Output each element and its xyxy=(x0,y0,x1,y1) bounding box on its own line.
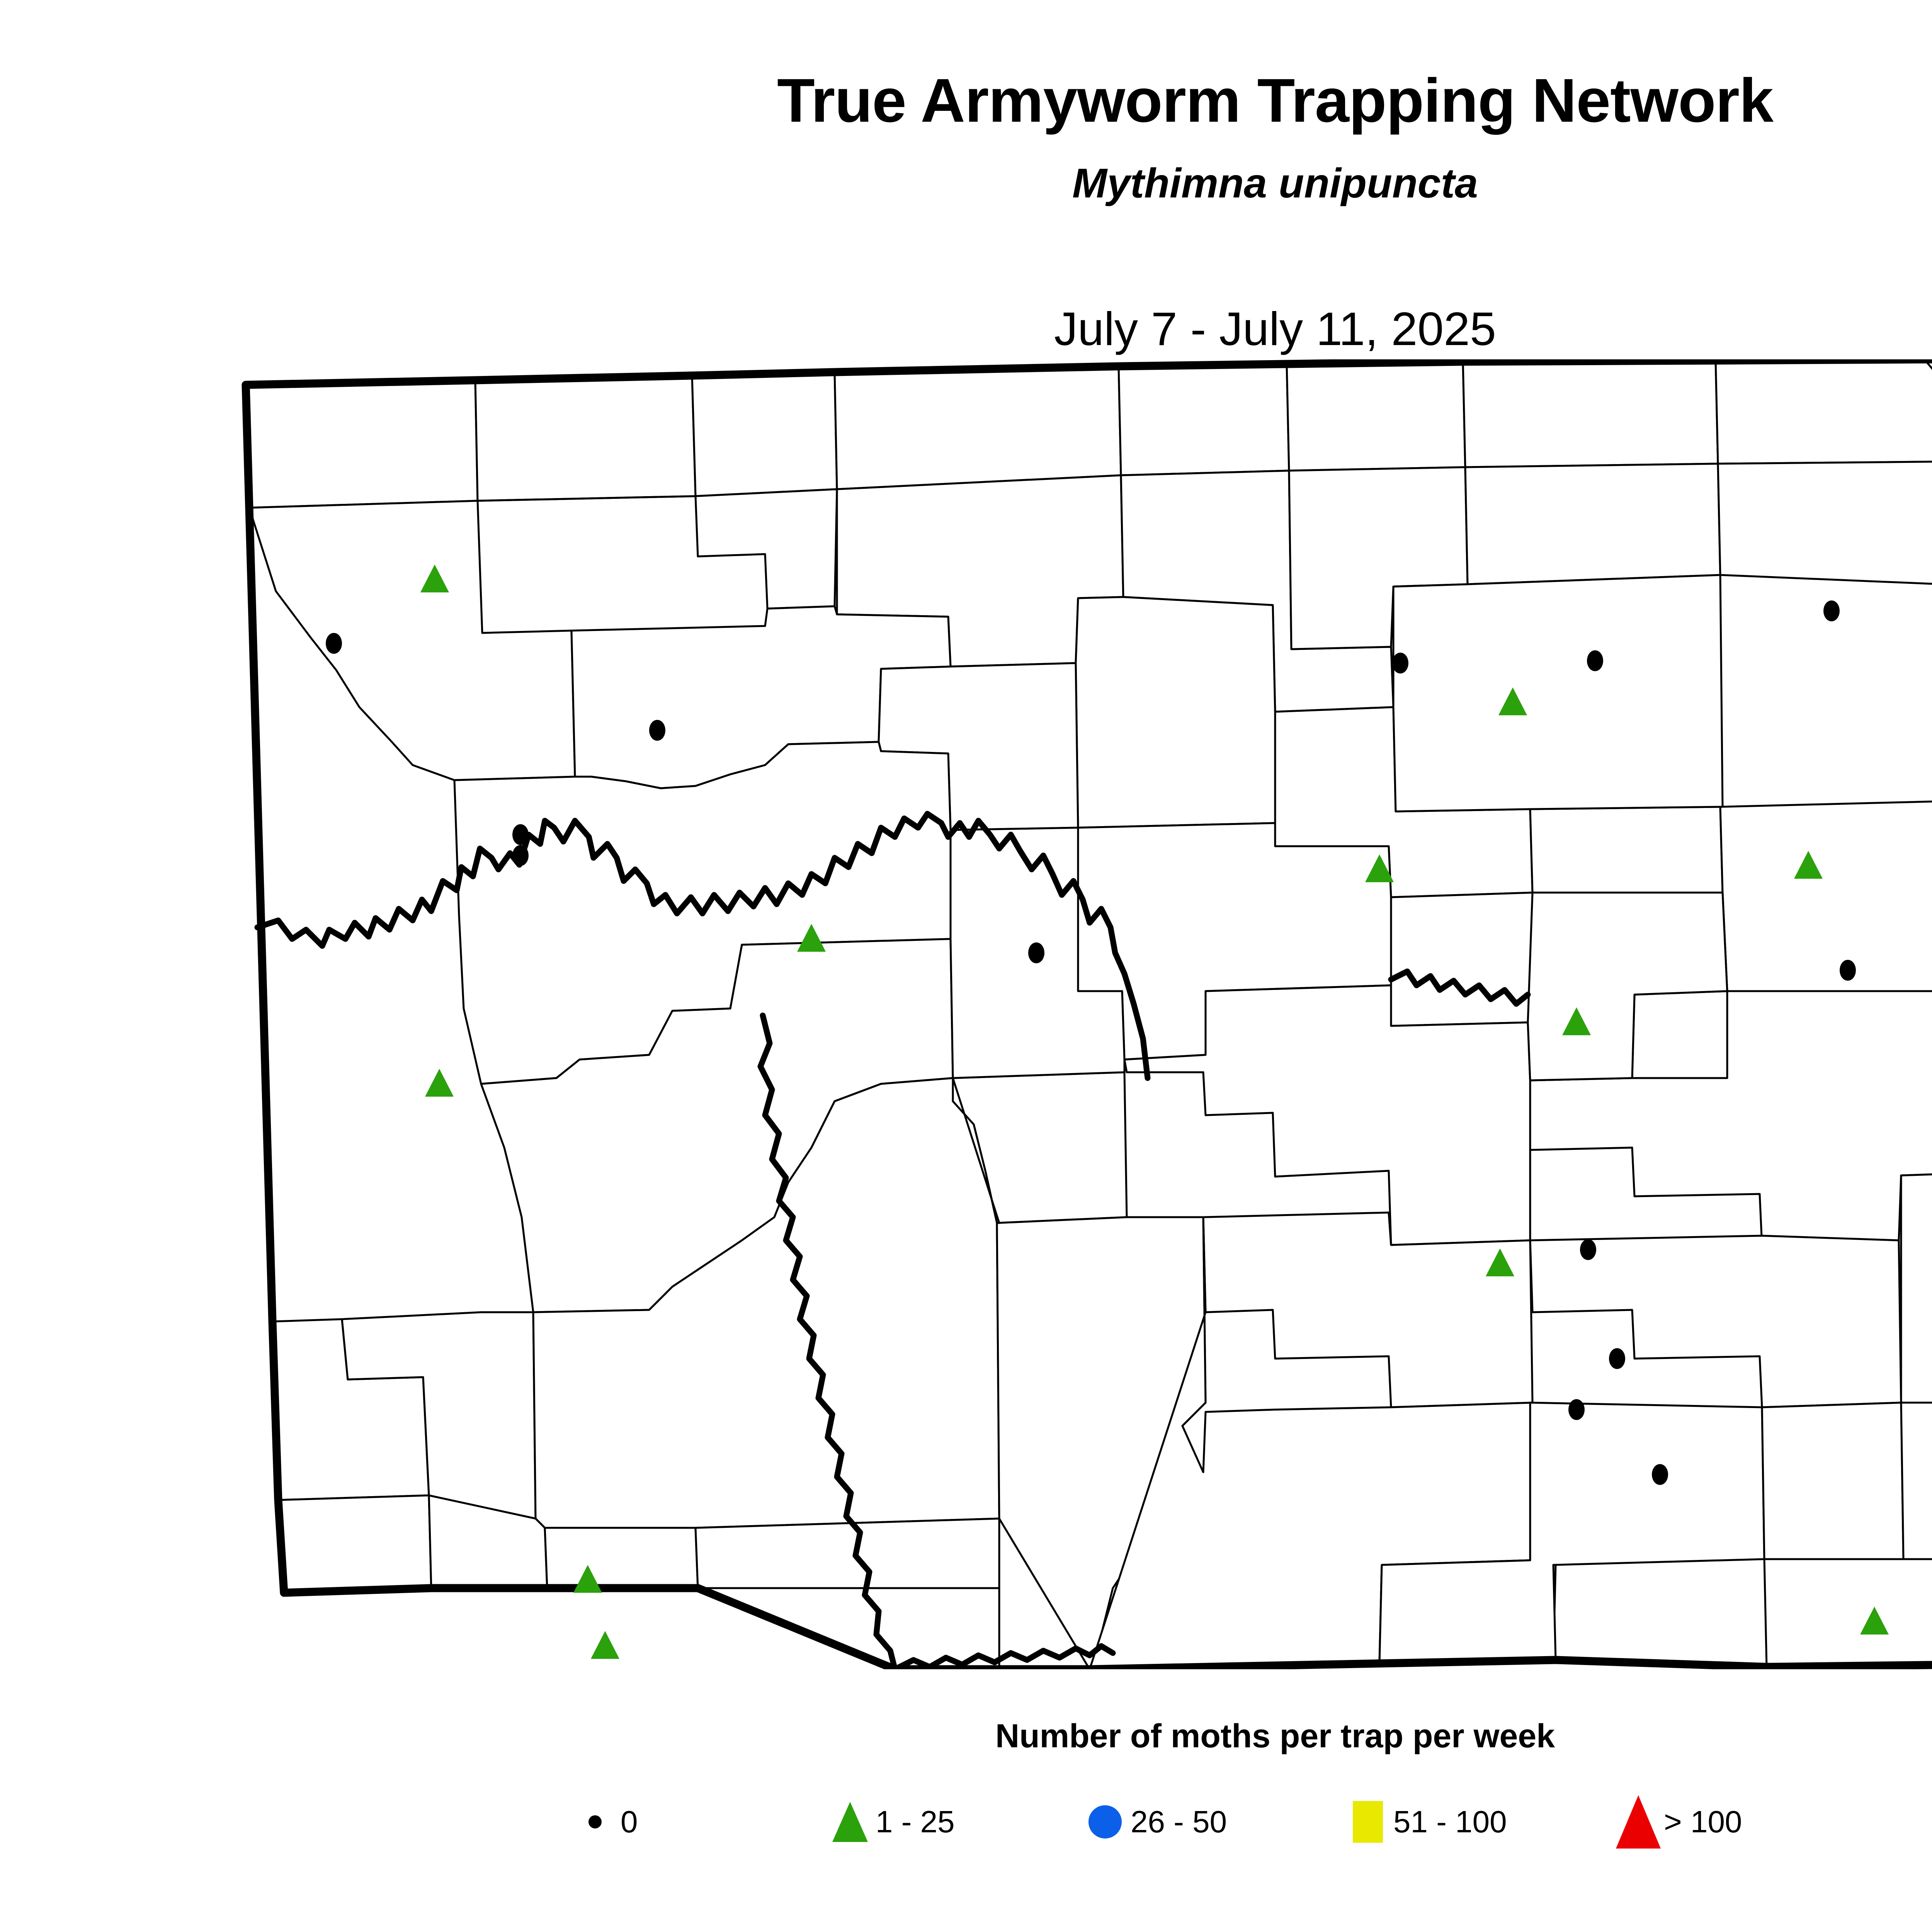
county-emmons-n xyxy=(1203,1213,1532,1407)
county-dickey xyxy=(1762,1403,1903,1559)
trap-marker-zero xyxy=(1823,600,1840,621)
legend-item-2-label: 26 - 50 xyxy=(1131,1804,1227,1839)
legend-item-0-label: 0 xyxy=(621,1804,638,1839)
missouri-river-upper xyxy=(757,1012,898,1669)
trap-marker-low xyxy=(1562,1007,1591,1036)
trap-marker-zero xyxy=(326,633,342,654)
lake-sakakawea-shoreline xyxy=(254,811,1151,1081)
county-sargent xyxy=(1901,1403,1932,1559)
blue-circle-icon xyxy=(1082,1793,1128,1851)
legend-item-1-label: 1 - 25 xyxy=(876,1804,955,1839)
county-hettinger xyxy=(545,1528,698,1588)
county-renville xyxy=(692,372,837,496)
trap-marker-low xyxy=(425,1069,454,1097)
county-mountrail-n xyxy=(478,489,837,609)
legend-item-4-label: > 100 xyxy=(1664,1804,1742,1839)
county-towner xyxy=(1287,362,1465,471)
legend: 0 1 - 25 26 - 50 51 - 100 > 100 xyxy=(572,1793,1932,1855)
trap-marker-zero xyxy=(1587,650,1603,671)
trap-marker-zero xyxy=(512,845,529,866)
devils-lake-shoreline xyxy=(1388,968,1531,1007)
county-williams xyxy=(249,501,575,780)
trap-marker-zero xyxy=(649,720,665,741)
county-cavalier xyxy=(1463,361,1718,467)
county-ramsey xyxy=(1465,464,1720,584)
north-dakota-county-map xyxy=(185,359,1932,1669)
legend-item-3-label: 51 - 100 xyxy=(1393,1804,1507,1839)
county-grand-forks xyxy=(1720,800,1932,991)
legend-item-2[interactable]: 26 - 50 xyxy=(1082,1793,1227,1851)
legend-item-4[interactable]: > 100 xyxy=(1615,1793,1742,1851)
trap-marker-zero xyxy=(1392,653,1408,673)
trap-marker-zero xyxy=(1652,1464,1668,1485)
trap-marker-layer xyxy=(326,565,1889,1659)
trap-marker-low xyxy=(590,1631,620,1659)
county-barnes xyxy=(1901,1171,1932,1403)
yellow-square-icon xyxy=(1345,1793,1391,1851)
county-ramsey-s xyxy=(1393,575,1723,811)
trap-marker-zero xyxy=(1609,1348,1625,1369)
trap-marker-zero xyxy=(1028,942,1044,963)
county-polygons xyxy=(246,359,1932,1669)
county-divide xyxy=(246,380,478,508)
county-pembina xyxy=(1716,359,1932,464)
green-triangle-icon xyxy=(827,1793,873,1851)
north-dakota-outline xyxy=(242,359,1932,1669)
missouri-river-lower-lake-oahe xyxy=(892,1643,1116,1669)
trap-marker-low xyxy=(1794,851,1823,879)
water-features xyxy=(254,811,1531,1669)
county-rolette xyxy=(1119,364,1289,475)
county-bottineau xyxy=(835,366,1121,489)
county-foster xyxy=(1632,991,1727,1078)
county-oliver xyxy=(953,1078,999,1223)
page-title: True Armyworm Trapping Network xyxy=(777,66,1774,135)
county-bowman xyxy=(278,1495,431,1593)
trap-marker-zero xyxy=(1840,960,1856,981)
trap-marker-low xyxy=(420,565,449,593)
trap-marker-zero xyxy=(1580,1239,1596,1260)
trap-marker-low xyxy=(1485,1248,1515,1277)
county-nelson xyxy=(1530,807,1723,893)
county-morton-s xyxy=(999,1519,1090,1669)
legend-item-1[interactable]: 1 - 25 xyxy=(827,1793,955,1851)
county-grant xyxy=(696,1519,999,1588)
trap-marker-low xyxy=(1498,687,1527,716)
small-black-dot-icon xyxy=(572,1793,618,1851)
trap-marker-low xyxy=(1365,854,1394,883)
county-logan xyxy=(1530,1236,1901,1407)
map-svg xyxy=(242,359,1932,1669)
trap-marker-zero xyxy=(1568,1399,1585,1420)
red-triangle-icon xyxy=(1615,1793,1662,1851)
county-burke xyxy=(475,376,696,501)
legend-item-0[interactable]: 0 xyxy=(572,1793,638,1851)
legend-item-3[interactable]: 51 - 100 xyxy=(1345,1793,1507,1851)
date-range-label: July 7 - July 11, 2025 xyxy=(1054,303,1496,355)
county-mchenry xyxy=(1076,597,1275,828)
trap-marker-zero xyxy=(512,824,529,845)
trap-marker-low xyxy=(1860,1607,1889,1635)
county-walsh xyxy=(1718,461,1932,587)
legend-title: Number of moths per trap per week xyxy=(995,1718,1555,1755)
species-subtitle: Mythimna unipuncta xyxy=(1072,160,1478,206)
trap-marker-low xyxy=(573,1565,602,1593)
county-richland-s xyxy=(1764,1559,1932,1667)
trap-marker-low xyxy=(797,924,826,952)
